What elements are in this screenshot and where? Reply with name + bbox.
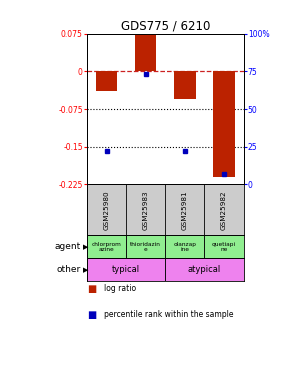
Text: log ratio: log ratio: [104, 284, 137, 293]
Text: olanzap
ine: olanzap ine: [173, 242, 196, 252]
Text: ▶: ▶: [83, 244, 88, 250]
Bar: [87, 236, 126, 258]
Text: GSM25982: GSM25982: [221, 190, 227, 230]
Text: other: other: [57, 265, 81, 274]
Bar: [96, 71, 117, 92]
Text: GSM25983: GSM25983: [143, 190, 149, 230]
Text: ■: ■: [87, 284, 96, 294]
Text: ▶: ▶: [83, 267, 88, 273]
Text: GSM25981: GSM25981: [182, 190, 188, 230]
Text: chlorprom
azine: chlorprom azine: [92, 242, 122, 252]
Bar: [87, 258, 165, 281]
Bar: [135, 34, 157, 71]
Text: agent: agent: [55, 242, 81, 251]
Bar: [165, 258, 244, 281]
Text: ■: ■: [87, 310, 96, 320]
Text: GSM25980: GSM25980: [104, 190, 110, 230]
Bar: [174, 71, 196, 99]
Bar: [213, 71, 235, 177]
Text: quetiapi
ne: quetiapi ne: [212, 242, 236, 252]
Text: thioridazin
e: thioridazin e: [130, 242, 161, 252]
Title: GDS775 / 6210: GDS775 / 6210: [121, 20, 210, 33]
Text: typical: typical: [112, 265, 140, 274]
Bar: [165, 236, 204, 258]
Bar: [126, 236, 165, 258]
Text: percentile rank within the sample: percentile rank within the sample: [104, 310, 234, 320]
Bar: [204, 236, 244, 258]
Text: atypical: atypical: [188, 265, 221, 274]
